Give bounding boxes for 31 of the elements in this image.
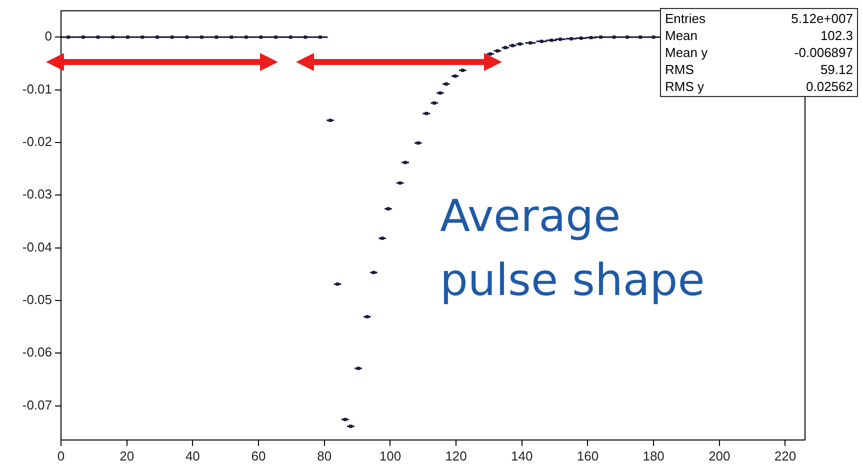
x-tick-label: 0 <box>57 448 65 464</box>
annotation: RMS <box>665 62 695 77</box>
x-tick-label: 140 <box>511 448 533 464</box>
x-tick-label: 220 <box>774 448 796 464</box>
text: 59.12 <box>819 62 853 77</box>
x-tick-label: 60 <box>251 448 266 464</box>
x-tick-label: 200 <box>708 448 730 464</box>
annotation: 5.12e+007 <box>790 11 853 26</box>
annotation: -0.006897 <box>793 45 853 60</box>
annotation: Mean y <box>665 45 709 60</box>
annotation: RMS y <box>665 79 705 94</box>
text: 0.02562 <box>805 79 853 94</box>
text: 102.3 <box>819 28 853 43</box>
annotation: Entries <box>665 11 706 26</box>
y-tick-label: -0.02 <box>22 134 52 150</box>
x-tick-label: 100 <box>379 448 402 464</box>
y-tick-label: -0.04 <box>22 239 52 254</box>
y-tick-label: 0 <box>44 28 52 44</box>
x-tick-label: 20 <box>120 448 134 464</box>
y-tick-label: -0.01 <box>22 81 52 96</box>
x-tick-label: 120 <box>445 448 467 464</box>
y-tick-label: -0.06 <box>22 344 52 360</box>
annotation: Average pulse shape <box>440 190 706 308</box>
x-tick-label: 80 <box>317 448 332 464</box>
y-tick-label: -0.05 <box>22 292 52 308</box>
y-tick-label: -0.03 <box>22 186 52 202</box>
y-tick-label: -0.07 <box>22 397 52 412</box>
x-tick-label: 40 <box>185 448 200 464</box>
annotation: Mean <box>665 28 699 43</box>
x-tick-label: 180 <box>642 448 664 464</box>
x-tick-label: 160 <box>576 448 599 464</box>
